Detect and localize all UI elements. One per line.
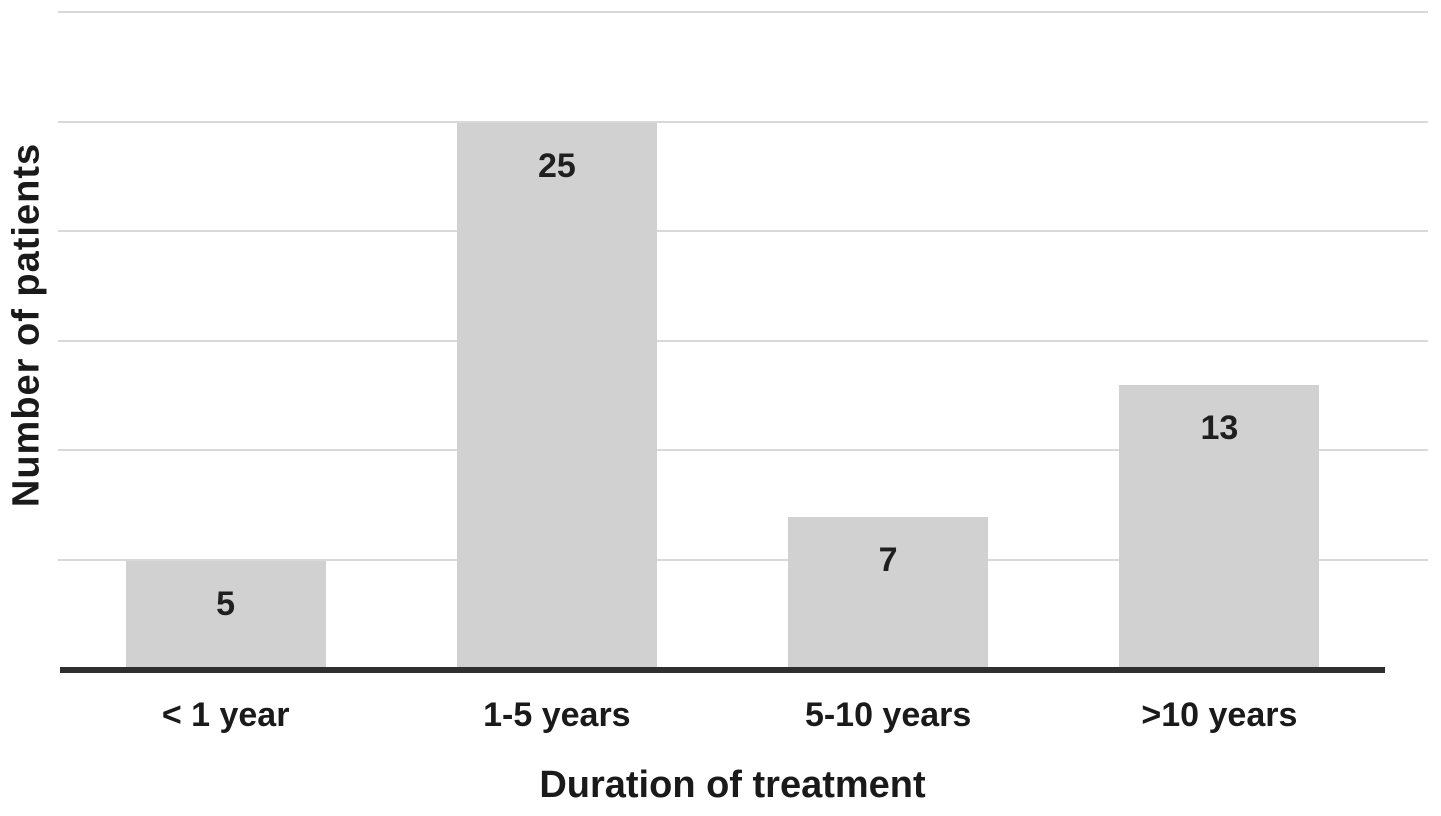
bar-5-10 years: 7 <box>788 516 989 670</box>
bar-value-label: 7 <box>878 540 898 579</box>
x-tick-label: < 1 year <box>161 696 290 734</box>
bar-value-label: 5 <box>216 584 236 623</box>
x-tick-label: 1-5 years <box>483 696 631 734</box>
x-axis-line <box>60 667 1385 673</box>
bar-slot: 7 <box>723 0 1054 670</box>
x-axis-title: Duration of treatment <box>539 764 926 806</box>
bar->10 years: 13 <box>1119 385 1320 670</box>
x-tick-labels: < 1 year 1-5 years 5-10 years >10 years <box>60 696 1385 735</box>
y-axis-title: Number of patients <box>5 142 48 508</box>
gridlines <box>58 0 1428 670</box>
x-tick-label: >10 years <box>1141 696 1298 734</box>
bar-< 1 year: 5 <box>125 560 326 670</box>
bar-slot: 5 <box>60 0 391 670</box>
gridline-y-15 <box>58 339 1428 342</box>
gridline-y-20 <box>58 230 1428 232</box>
gridline-y-5 <box>58 558 1428 561</box>
gridline-y-10 <box>58 449 1428 451</box>
bars-container: 5 25 7 13 <box>60 0 1385 670</box>
bar-value-label: 13 <box>1200 409 1239 448</box>
x-tick-label: 5-10 years <box>804 696 972 734</box>
bar-1-5 years: 25 <box>456 122 657 670</box>
bar-value-label: 25 <box>537 146 576 185</box>
gridline-y-30 <box>58 11 1428 13</box>
gridline-y-25 <box>58 120 1428 123</box>
bar-slot: 25 <box>391 0 722 670</box>
bar-slot: 13 <box>1054 0 1385 670</box>
